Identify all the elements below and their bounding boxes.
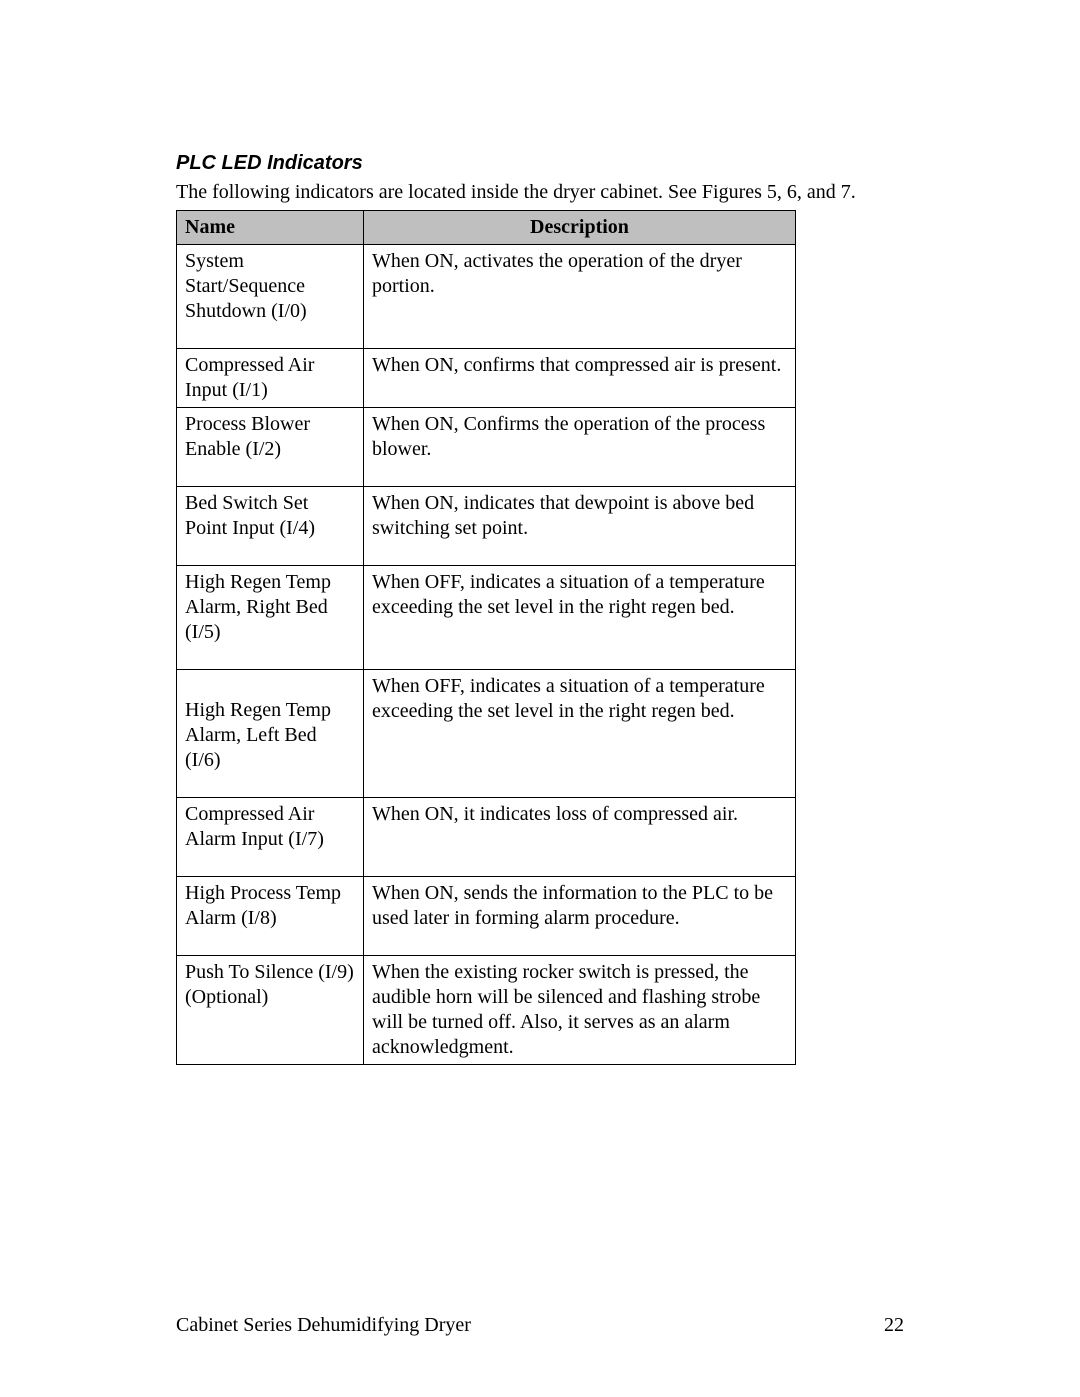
cell-name: System Start/Sequence Shutdown (I/0) [177,245,364,349]
table-row: High Regen Temp Alarm, Left Bed (I/6)Whe… [177,670,796,798]
cell-description: When ON, sends the information to the PL… [364,877,796,956]
cell-name: High Process Temp Alarm (I/8) [177,877,364,956]
indicator-table: Name Description System Start/Sequence S… [176,210,796,1065]
cell-name: Compressed Air Alarm Input (I/7) [177,798,364,877]
table-row: Push To Silence (I/9) (Optional)When the… [177,956,796,1065]
page-footer: Cabinet Series Dehumidifying Dryer 22 [176,1314,904,1337]
cell-description: When ON, indicates that dewpoint is abov… [364,487,796,566]
table-row: High Regen Temp Alarm, Right Bed (I/5)Wh… [177,566,796,670]
cell-description: When ON, confirms that compressed air is… [364,349,796,408]
table-header-description: Description [364,211,796,245]
cell-name: Compressed Air Input (I/1) [177,349,364,408]
table-header-name: Name [177,211,364,245]
table-header-row: Name Description [177,211,796,245]
cell-description: When ON, Confirms the operation of the p… [364,408,796,487]
cell-name: High Regen Temp Alarm, Right Bed (I/5) [177,566,364,670]
cell-description: When ON, activates the operation of the … [364,245,796,349]
cell-description: When OFF, indicates a situation of a tem… [364,566,796,670]
cell-description: When OFF, indicates a situation of a tem… [364,670,796,798]
intro-paragraph: The following indicators are located ins… [176,181,904,204]
section-heading: PLC LED Indicators [176,152,904,175]
table-body: System Start/Sequence Shutdown (I/0)When… [177,245,796,1065]
footer-left: Cabinet Series Dehumidifying Dryer [176,1314,471,1337]
cell-description: When ON, it indicates loss of compressed… [364,798,796,877]
table-row: Compressed Air Alarm Input (I/7)When ON,… [177,798,796,877]
document-page: PLC LED Indicators The following indicat… [0,0,1080,1397]
cell-name: Push To Silence (I/9) (Optional) [177,956,364,1065]
cell-name: Bed Switch Set Point Input (I/4) [177,487,364,566]
table-row: System Start/Sequence Shutdown (I/0)When… [177,245,796,349]
table-row: Compressed Air Input (I/1)When ON, confi… [177,349,796,408]
cell-name: Process Blower Enable (I/2) [177,408,364,487]
cell-description: When the existing rocker switch is press… [364,956,796,1065]
table-row: Process Blower Enable (I/2)When ON, Conf… [177,408,796,487]
table-row: High Process Temp Alarm (I/8)When ON, se… [177,877,796,956]
cell-name: High Regen Temp Alarm, Left Bed (I/6) [177,670,364,798]
table-row: Bed Switch Set Point Input (I/4)When ON,… [177,487,796,566]
footer-page-number: 22 [884,1314,904,1337]
